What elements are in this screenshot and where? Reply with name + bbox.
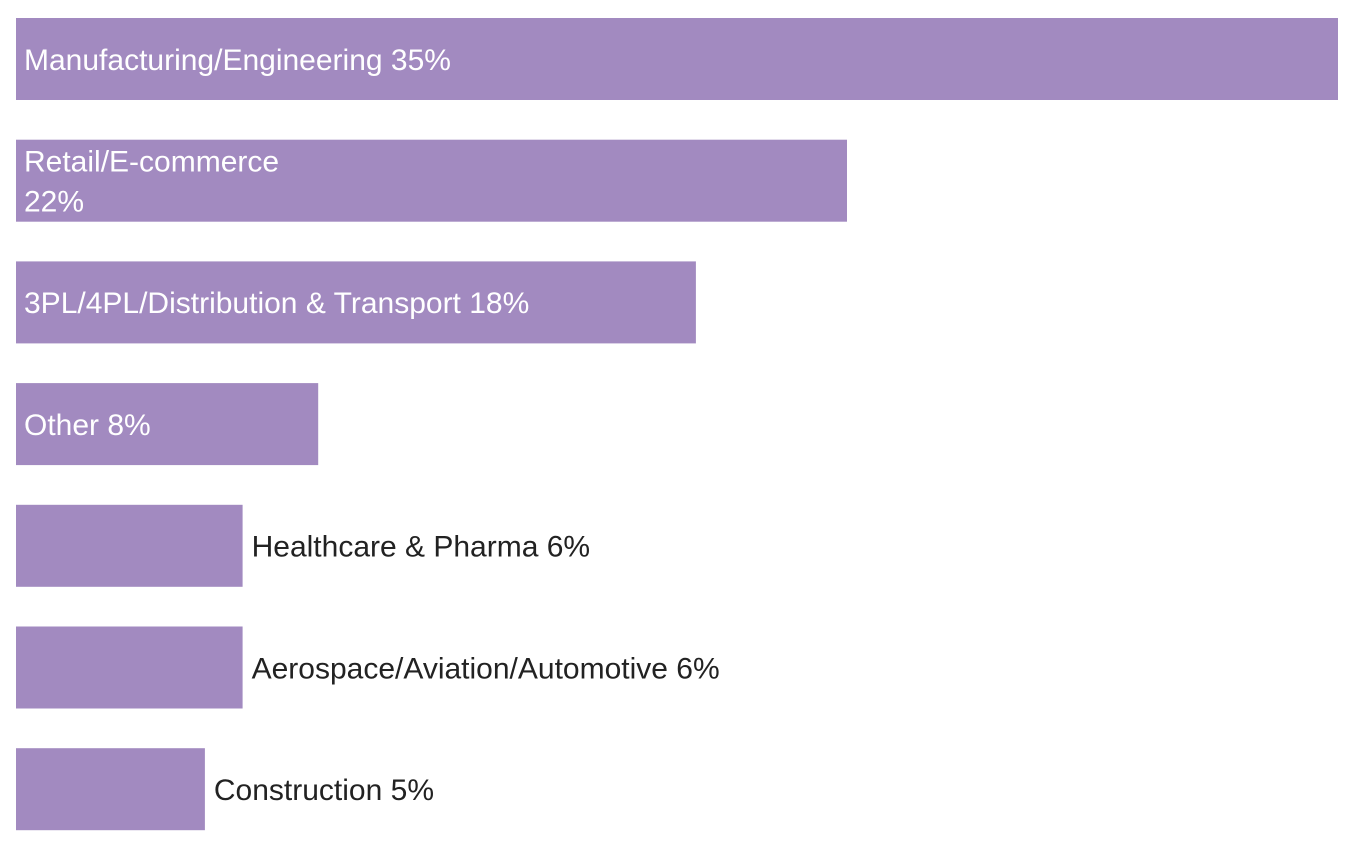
bar-aerospace-aviation-automotive bbox=[16, 626, 243, 709]
bar-label-healthcare-pharma: Healthcare & Pharma 6% bbox=[252, 531, 590, 564]
bar-retail-e-commerce bbox=[16, 139, 847, 222]
bar-healthcare-pharma bbox=[16, 504, 243, 587]
bar-label-3pl-4pl-distribution-transport: 3PL/4PL/Distribution & Transport 18% bbox=[24, 287, 529, 320]
bar-3pl-4pl-distribution-transport bbox=[16, 261, 696, 344]
bar-construction bbox=[16, 748, 205, 831]
bar-label-construction: Construction 5% bbox=[214, 774, 434, 807]
bar-label-retail-e-commerce: Retail/E-commerce 22% bbox=[24, 146, 279, 219]
bar-manufacturing-engineering bbox=[16, 18, 1338, 100]
bar-other bbox=[16, 383, 319, 466]
bar-label-other: Other 8% bbox=[24, 409, 151, 442]
bar-label-manufacturing-engineering: Manufacturing/Engineering 35% bbox=[24, 44, 451, 77]
bar-label-aerospace-aviation-automotive: Aerospace/Aviation/Automotive 6% bbox=[252, 652, 720, 685]
